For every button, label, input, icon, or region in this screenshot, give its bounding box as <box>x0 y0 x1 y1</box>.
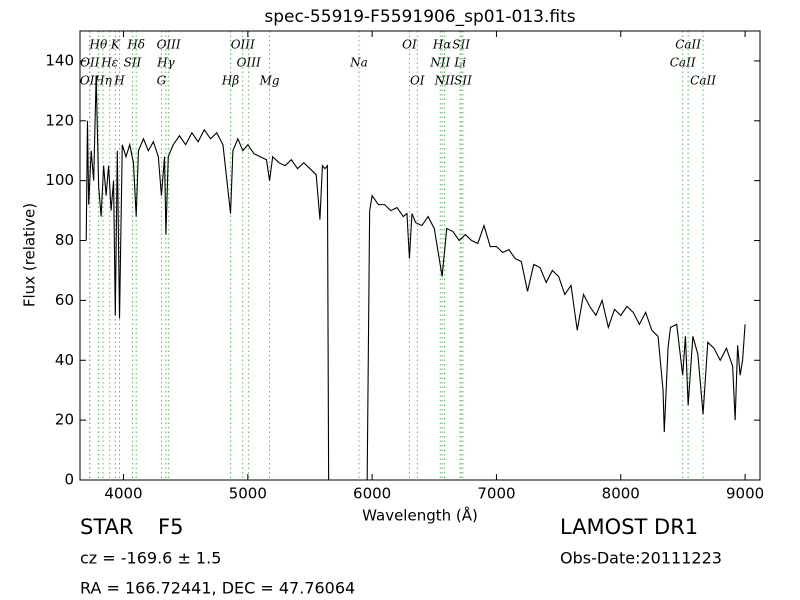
x-tick-label: 6000 <box>353 485 391 503</box>
spectral-line-label: Hη <box>93 74 112 88</box>
spectral-line-label: K <box>110 38 121 52</box>
x-tick-label: 8000 <box>602 485 640 503</box>
spectral-line-label: SII <box>454 74 472 88</box>
spectral-line-label: OI <box>410 74 425 88</box>
x-tick-label: 5000 <box>229 485 267 503</box>
y-tick-label: 100 <box>45 171 74 189</box>
spectral-line-label: Hε <box>100 56 118 70</box>
spectral-line-label: OIII <box>157 38 181 52</box>
x-tick-label: 9000 <box>726 485 764 503</box>
spectral-line-label: G <box>157 74 167 88</box>
spectral-line-label: NII <box>429 56 450 70</box>
y-tick-label: 40 <box>55 351 74 369</box>
y-tick-label: 20 <box>55 411 74 429</box>
coordinates: RA = 166.72441, DEC = 47.76064 <box>80 579 355 598</box>
object-class: STAR <box>80 515 133 539</box>
spectral-line-label: Hα <box>432 38 452 52</box>
spectral-line-label: SII <box>452 38 470 52</box>
y-tick-label: 80 <box>55 231 74 249</box>
x-tick-label: 4000 <box>104 485 142 503</box>
spectral-line-label: OIII <box>231 38 255 52</box>
spectral-line-label: Hβ <box>221 74 239 88</box>
y-axis-label: Flux (relative) <box>21 203 39 307</box>
spectral-line-label: SII <box>124 56 142 70</box>
y-tick-label: 120 <box>45 111 74 129</box>
spectral-line-label: Na <box>349 56 368 70</box>
spectral-line-label: Li <box>453 56 466 70</box>
y-tick-label: 60 <box>55 291 74 309</box>
spectral-line-label: Hδ <box>126 38 145 52</box>
redshift: cz = -169.6 ± 1.5 <box>80 549 221 568</box>
spectrum <box>85 75 746 481</box>
y-tick-label: 0 <box>64 471 74 489</box>
spectral-line-label: OIII <box>237 56 261 70</box>
spectral-line-label: CaII <box>670 56 696 70</box>
survey: LAMOST DR1 <box>560 515 698 539</box>
x-axis-label: Wavelength (Å) <box>362 506 478 525</box>
spectral-line-label: CaII <box>690 74 716 88</box>
spectral-line-label: OI <box>402 38 417 52</box>
plot-frame <box>79 30 761 481</box>
spectral-line-label: H <box>113 74 125 88</box>
spectral-line-label: CaII <box>675 38 701 52</box>
object-subclass: F5 <box>158 515 183 539</box>
spectral-line-label: OII <box>80 56 100 70</box>
spectral-line-label: Mg <box>259 74 280 88</box>
y-tick-label: 140 <box>45 51 74 69</box>
spectral-line-label: NII <box>434 74 455 88</box>
obs-date: Obs-Date:20111223 <box>560 549 722 568</box>
chart-title: spec-55919-F5591906_sp01-013.fits <box>264 7 575 27</box>
spectral-line-label: Hθ <box>89 38 108 52</box>
spectral-line-label: Hγ <box>156 56 175 70</box>
x-tick-label: 7000 <box>477 485 515 503</box>
